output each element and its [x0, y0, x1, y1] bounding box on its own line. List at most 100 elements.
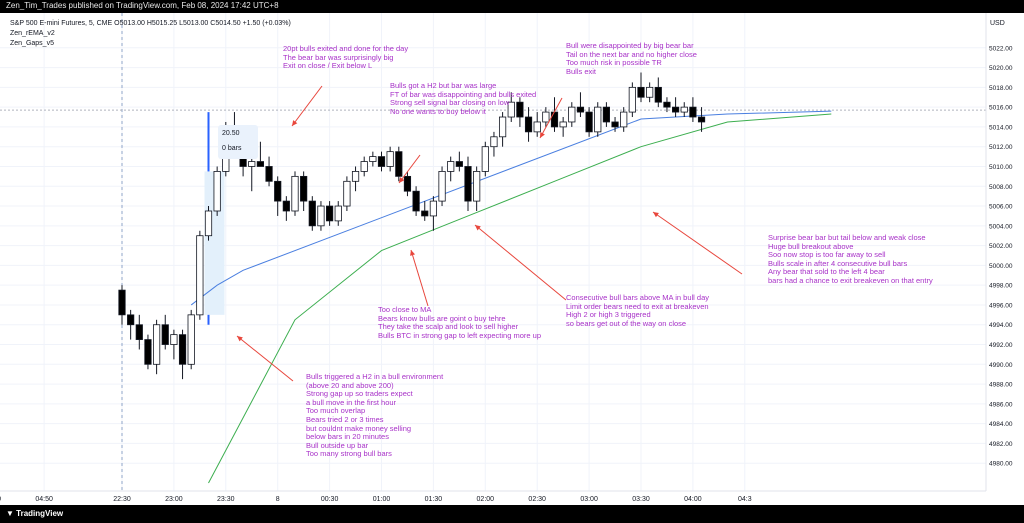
measure-tool-label[interactable]: 20.50 0 bars: [218, 125, 258, 159]
publish-bar: Zen_Tim_Trades published on TradingView.…: [0, 0, 1024, 13]
candle: [602, 102, 611, 127]
candle: [680, 102, 688, 118]
candle: [421, 201, 429, 221]
annotation-note: Bull were disappointed by big bear bar Ta…: [566, 41, 697, 76]
annotation-arrow: [410, 249, 429, 307]
candle-body: [507, 101, 515, 118]
measure-value: 20.50: [222, 130, 240, 137]
time-axis[interactable]: 04:30 04:50 22:30 23:00 23:30 8 00:30 01:00 01:3…: [0, 490, 1024, 505]
annotation-note: Consecutive bull bars above MA in bull d…: [566, 293, 709, 328]
annotation-arrow: [291, 85, 323, 127]
candle-body: [628, 86, 636, 113]
candle: [585, 107, 593, 137]
candle: [498, 112, 507, 147]
candle: [325, 201, 334, 226]
time-tick-label: 04:50: [35, 496, 53, 503]
candle: [178, 329, 187, 380]
candle-body: [516, 101, 524, 118]
candles: [118, 72, 706, 380]
publish-info: Zen_Tim_Trades published on TradingView.…: [6, 1, 279, 10]
candle-body: [213, 171, 221, 212]
candle: [351, 166, 360, 192]
candle: [152, 319, 161, 375]
candle: [386, 146, 394, 172]
candle-body: [473, 171, 481, 202]
candle: [135, 314, 143, 350]
time-tick-label: 02:00: [477, 496, 495, 503]
arrow-head: [399, 177, 405, 183]
indicator-gaps: Zen_Gaps_v5: [10, 40, 54, 47]
annotation-note: Bulls triggered a H2 in a bull environme…: [306, 372, 444, 459]
arrow-head: [540, 132, 545, 138]
candle-body: [196, 235, 204, 316]
candle-body: [550, 111, 559, 128]
candle: [429, 196, 438, 231]
price-tick-label: 4986.00: [989, 401, 1013, 408]
candle-body: [334, 205, 342, 222]
candle-body: [248, 161, 256, 167]
candle: [628, 82, 636, 118]
candle-body: [438, 171, 446, 202]
candle: [204, 206, 213, 241]
candle-body: [585, 111, 593, 133]
candle-body: [118, 289, 126, 316]
price-tick-label: 4994.00: [989, 322, 1013, 329]
candle-body: [187, 314, 195, 365]
candle-body: [533, 121, 541, 133]
candle: [568, 102, 576, 127]
price-chart[interactable]: USD 4980.00 4982.00 4984.00 4986.00 4988.00 49…: [0, 13, 1024, 505]
annotation-note: 20pt bulls exited and done for the day Th…: [283, 44, 409, 71]
annotation-arrows: [236, 85, 743, 382]
candle: [542, 107, 550, 127]
arrow-head: [475, 225, 481, 231]
price-tick-label: 4984.00: [989, 421, 1013, 428]
time-tick-label: 01:30: [425, 496, 443, 503]
time-tick-label: 04:3: [738, 496, 752, 503]
annotation-arrow: [398, 154, 421, 184]
candle: [438, 166, 446, 207]
candle: [118, 285, 126, 325]
price-tick-label: 4988.00: [989, 382, 1013, 389]
candle: [282, 196, 290, 221]
candle-body: [429, 200, 438, 217]
candle: [265, 156, 273, 187]
candle: [524, 107, 533, 142]
symbol-legend: S&P 500 E-mini Futures, 5, CME O5013.00 …: [10, 19, 291, 49]
candle-body: [282, 200, 290, 212]
candle: [620, 107, 628, 132]
candle: [248, 156, 256, 192]
grid: [0, 13, 986, 491]
candle-body: [274, 180, 282, 202]
tradingview-logo[interactable]: ▼ TradingView: [6, 509, 64, 518]
candle-body: [594, 106, 602, 133]
time-tick-label: 03:00: [580, 496, 598, 503]
candle-body: [369, 156, 377, 162]
candle-body: [351, 171, 360, 182]
candle: [403, 171, 412, 197]
candle: [170, 329, 178, 360]
price-tick-label: 4998.00: [989, 283, 1013, 290]
candle: [516, 97, 524, 127]
annotation-arrow: [539, 97, 563, 139]
annotation-note: Too close to MA Bears know bulls are goin…: [378, 305, 542, 340]
candle-body: [395, 151, 403, 177]
candle: [291, 171, 299, 216]
candle-body: [308, 200, 316, 227]
time-tick-label: 04:00: [684, 496, 702, 503]
candle: [594, 102, 602, 137]
candle: [213, 166, 221, 216]
annotation-arrow: [474, 224, 567, 301]
candle: [654, 77, 662, 108]
price-axis[interactable]: USD 4980.00 4982.00 4984.00 4986.00 4988.00 49…: [985, 13, 1024, 505]
candle: [412, 186, 420, 216]
candle-body: [576, 106, 585, 113]
candle-body: [135, 324, 143, 340]
candle: [689, 97, 697, 122]
annotation-arrow: [652, 211, 743, 275]
candle-body: [421, 210, 429, 217]
candle-body: [343, 180, 351, 207]
candle: [300, 171, 308, 211]
annotation-note: Surprise bear bar but tail below and wea…: [768, 233, 933, 285]
time-tick-label: 22:30: [113, 496, 131, 503]
price-tick-label: 4996.00: [989, 302, 1013, 309]
